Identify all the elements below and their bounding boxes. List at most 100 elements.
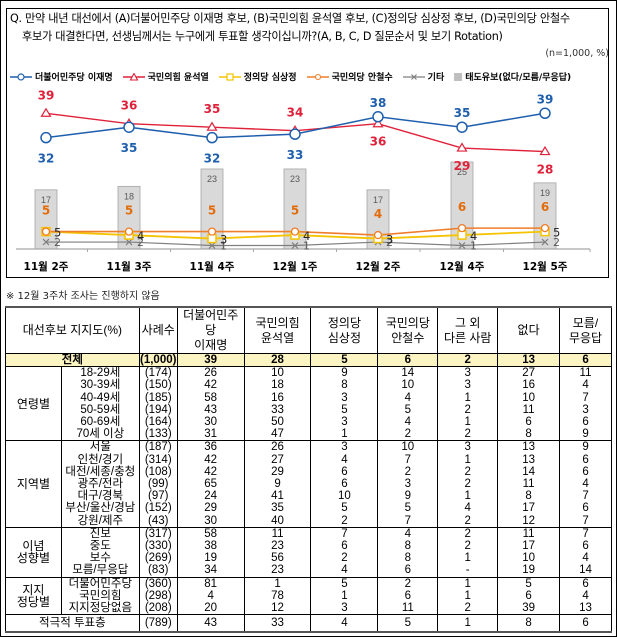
row-label: 적극적 투표층	[5, 614, 140, 634]
table-cell: 3	[559, 403, 612, 417]
table-cell: 42	[176, 453, 245, 466]
table-cell: 1	[437, 453, 499, 466]
svg-text:4: 4	[470, 229, 477, 243]
table-cell: 31	[176, 428, 245, 442]
svg-text:35: 35	[454, 106, 471, 120]
table-cell: 4	[559, 552, 612, 565]
table-cell: 7	[310, 527, 379, 541]
table-cell: 11	[559, 366, 612, 380]
table-cell: 10	[310, 490, 379, 503]
table-cell: 2	[437, 478, 499, 491]
row-label: 70세 이상	[60, 428, 140, 442]
table-cell: 3	[310, 416, 379, 429]
svg-text:3: 3	[220, 233, 227, 247]
row-label: 보수	[60, 552, 140, 565]
svg-text:39: 39	[38, 88, 55, 102]
svg-text:6: 6	[458, 200, 466, 214]
table-cell: 4	[310, 453, 379, 466]
table-cell: 9	[559, 440, 612, 454]
table-cell: 16	[497, 379, 561, 392]
question-line-1: Q. 만약 내년 대선에서 (A)더불어민주당 이재명 후보, (B)국민의힘 …	[10, 12, 570, 25]
table-cell: 4	[437, 502, 499, 515]
svg-text:4: 4	[137, 229, 144, 243]
table-cell: 50	[243, 416, 312, 429]
table-cell: 4	[310, 614, 379, 634]
legend-label: 태도유보(없다/모름/무응답)	[465, 73, 572, 83]
table-cell: 9	[310, 366, 379, 380]
row-label: 60-69세	[60, 416, 140, 429]
group-label: 지지 정당별	[5, 577, 62, 616]
table-cell: 2	[437, 514, 499, 528]
table-cell: 43	[176, 403, 245, 417]
row-label: 부산/울산/경남	[60, 502, 140, 515]
table-row: 모름/무응답 (83) 34 23 4 6-19 14	[6, 564, 612, 578]
sample-size: (194)	[138, 403, 178, 417]
svg-text:29: 29	[454, 159, 471, 173]
footnote: ※ 12월 3주차 조사는 진행하지 않음	[6, 291, 160, 302]
group-label: 연령별	[5, 366, 62, 442]
table-cell: 9	[243, 478, 312, 491]
table-cell: 11	[243, 527, 312, 541]
sample-size: (152)	[138, 502, 178, 515]
table-cell: 39	[497, 602, 561, 616]
x-tick-label: 11월 4주	[190, 260, 235, 273]
svg-text:33: 33	[287, 148, 304, 162]
table-cell: 10	[243, 366, 312, 380]
table-cell: 3	[437, 379, 499, 392]
row-label: 더불어민주당	[60, 577, 140, 590]
support-table: 대선후보 지지도(%) 사례수 더불어민주당 이재명 국민의힘 윤석열 정의당 심상정…	[5, 306, 612, 634]
sample-size: (317)	[138, 527, 178, 541]
table-cell: 1	[310, 428, 379, 442]
table-cell: 5	[377, 614, 439, 634]
table-cell: 33	[243, 614, 312, 634]
table-cell: 5	[310, 352, 379, 368]
table-cell: 4	[377, 391, 439, 404]
table-cell: 58	[176, 527, 245, 541]
row-label: 강원/제주	[60, 514, 140, 528]
svg-text:17: 17	[373, 195, 383, 205]
table-cell: 8	[377, 540, 439, 553]
table-cell: 14	[497, 465, 561, 479]
table-cell: 4	[377, 416, 439, 429]
table-cell: 6	[497, 416, 561, 429]
sample-size: (108)	[138, 465, 178, 479]
svg-text:32: 32	[204, 152, 221, 166]
table-cell: 12	[497, 514, 561, 528]
table-cell: 6	[310, 478, 379, 491]
header-lee: 더불어민주당 이재명	[176, 306, 245, 354]
svg-text:5: 5	[54, 226, 61, 240]
table-row: 광주/전라 (99) 65 9 6 3 2 11 4	[6, 478, 612, 491]
table-cell: 8	[497, 490, 561, 503]
table-cell: 1	[310, 589, 379, 603]
table-cell: 8	[310, 379, 379, 392]
svg-text:25: 25	[457, 167, 467, 177]
table-cell: 6	[377, 589, 439, 603]
table-cell: 6	[310, 540, 379, 553]
table-cell: 10	[497, 552, 561, 565]
table-cell: 7	[377, 514, 439, 528]
table-row: 부산/울산/경남 (152) 29 35 5 5 4 17 6	[6, 502, 612, 515]
sample-size: (789)	[138, 614, 178, 634]
table-cell: 1	[437, 416, 499, 429]
svg-text:38: 38	[370, 96, 387, 110]
legend-label: 국민의당 안철수	[331, 73, 393, 83]
table-row: 지지 정당별 더불어민주당 (360) 81 1 5 2 1 5 6	[5, 577, 612, 616]
svg-text:36: 36	[370, 135, 387, 149]
sample-size: (99)	[138, 478, 178, 491]
sample-size: (360)	[138, 577, 178, 590]
table-cell: 5	[377, 403, 439, 417]
sample-size: (330)	[138, 540, 178, 553]
table-row: 50-59세 (194) 43 33 5 5 2 11 3	[6, 403, 612, 417]
table-cell: 5	[310, 577, 379, 590]
table-cell: 38	[176, 540, 245, 553]
table-cell: 7	[559, 490, 612, 503]
table-row: 국민의힘 (298) 4 78 1 6 1 6 4	[6, 589, 612, 603]
circle-marker-icon	[306, 73, 329, 80]
table-cell: 11	[497, 403, 561, 417]
table-row: 적극적 투표층 (789) 43 33 4 5 1 8 6	[5, 614, 612, 634]
table-cell: 10	[497, 391, 561, 404]
table-cell: 39	[176, 352, 245, 368]
table-cell: 36	[176, 440, 245, 454]
svg-text:5: 5	[208, 204, 216, 218]
